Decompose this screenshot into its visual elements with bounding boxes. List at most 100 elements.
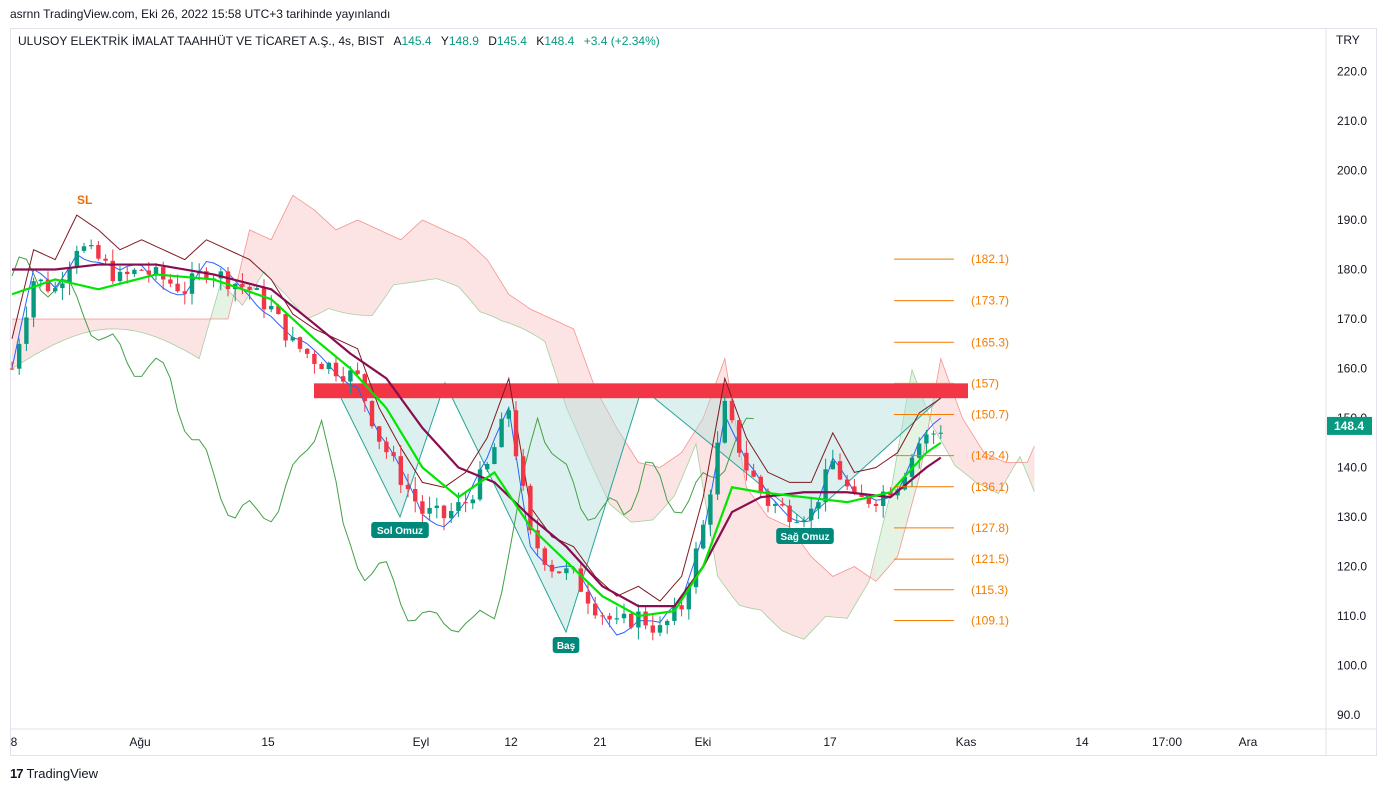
cloud-segment [33,319,41,356]
candle-body [917,443,922,458]
cloud-segment [357,220,365,316]
candle-body [542,548,547,565]
candle-body [413,488,418,502]
candle-body [744,452,749,471]
cloud-segment [537,312,545,342]
candle-body [31,281,36,318]
brand-name: TradingView [26,766,99,781]
candle-body [427,508,432,514]
candle-body [549,564,555,572]
candle-body [729,400,735,421]
candle-body [204,271,209,279]
candle-body [283,314,288,341]
candle-body [657,625,663,633]
cloud-segment [271,224,279,288]
time-tick-label: Ara [1239,735,1258,749]
cloud-segment [674,452,682,496]
candle-body [765,491,771,506]
candle-body [470,499,475,504]
fib-label: (127.8) [971,521,1009,535]
candle-body [362,374,367,401]
cloud-segment [775,520,783,631]
candle-body [355,370,360,375]
candle-body [117,271,123,282]
cloud-segment [148,319,156,338]
cloud-segment [825,569,833,617]
cloud-segment [530,309,538,337]
cloud-segment [861,571,869,594]
candle-body [297,337,303,349]
fast-ma-line [11,273,942,618]
resistance-zone [314,383,968,399]
cloud-segment [40,319,48,352]
fib-label: (142.4) [971,449,1009,463]
cloud-segment [580,348,588,458]
cloud-segment [264,236,272,280]
cloud-segment [487,259,495,318]
candle-body [218,271,223,279]
leading-span-b [12,194,1035,582]
price-tick-label: 160.0 [1337,362,1367,376]
cloud-segment [652,465,660,520]
candle-body [45,279,51,292]
candle-body [305,348,310,354]
fib-label: (165.3) [971,335,1009,349]
candle-body [139,269,144,271]
candle-body [607,615,612,620]
time-tick-label: Kas [956,735,977,749]
candle-body [751,470,756,477]
candle-body [326,362,331,370]
cloud-segment [739,444,747,608]
open-label: A [393,34,402,48]
cloud-segment [789,526,797,637]
cloud-segment [69,319,77,338]
candle-body [132,269,137,275]
cloud-segment [782,523,790,634]
candle-body [261,288,267,310]
candle-body [333,362,339,377]
cloud-segment [170,319,178,347]
price-tick-label: 120.0 [1337,560,1367,574]
candle-body [384,441,389,453]
cloud-segment [681,441,689,479]
stop-loss-marker: SL [77,193,92,207]
last-price-label: 148.4 [1334,419,1364,433]
pattern-label: Sol Omuz [377,526,423,537]
candle-body [686,587,691,610]
cloud-segment [120,319,128,330]
price-tick-label: 110.0 [1337,609,1366,623]
time-tick-label: 17 [823,735,837,749]
fib-label: (136.1) [971,480,1009,494]
cloud-segment [444,229,452,284]
cloud-segment [544,315,552,364]
chart-frame [10,28,1377,756]
time-tick-label: Ağu [129,735,150,749]
currency-label: TRY [1336,33,1360,47]
candle-body [643,611,648,626]
cloud-segment [472,246,480,312]
symbol-name[interactable]: ULUSOY ELEKTRİK İMALAT TAAHHÜT VE TİCARE… [18,34,385,48]
candle-body [506,410,511,419]
candle-body [873,503,879,506]
candle-body [9,368,15,370]
cloud-segment [249,229,257,295]
candle-body [499,418,504,448]
time-tick-label: 17:00 [1152,735,1182,749]
candle-body [845,479,850,487]
cloud-segment [415,220,423,282]
candle-body [38,279,43,282]
cloud-segment [984,452,992,490]
candle-body [168,279,173,284]
high-label: Y [440,34,449,48]
candle-body [420,501,425,514]
cloud-segment [991,455,999,494]
candle-body [225,271,231,290]
candle-body [924,434,929,444]
cloud-segment [552,319,560,386]
price-tick-label: 220.0 [1337,65,1367,79]
candle-body [341,376,346,382]
candle-body [434,505,439,509]
candle-body [182,291,187,294]
cloud-segment [91,319,99,332]
